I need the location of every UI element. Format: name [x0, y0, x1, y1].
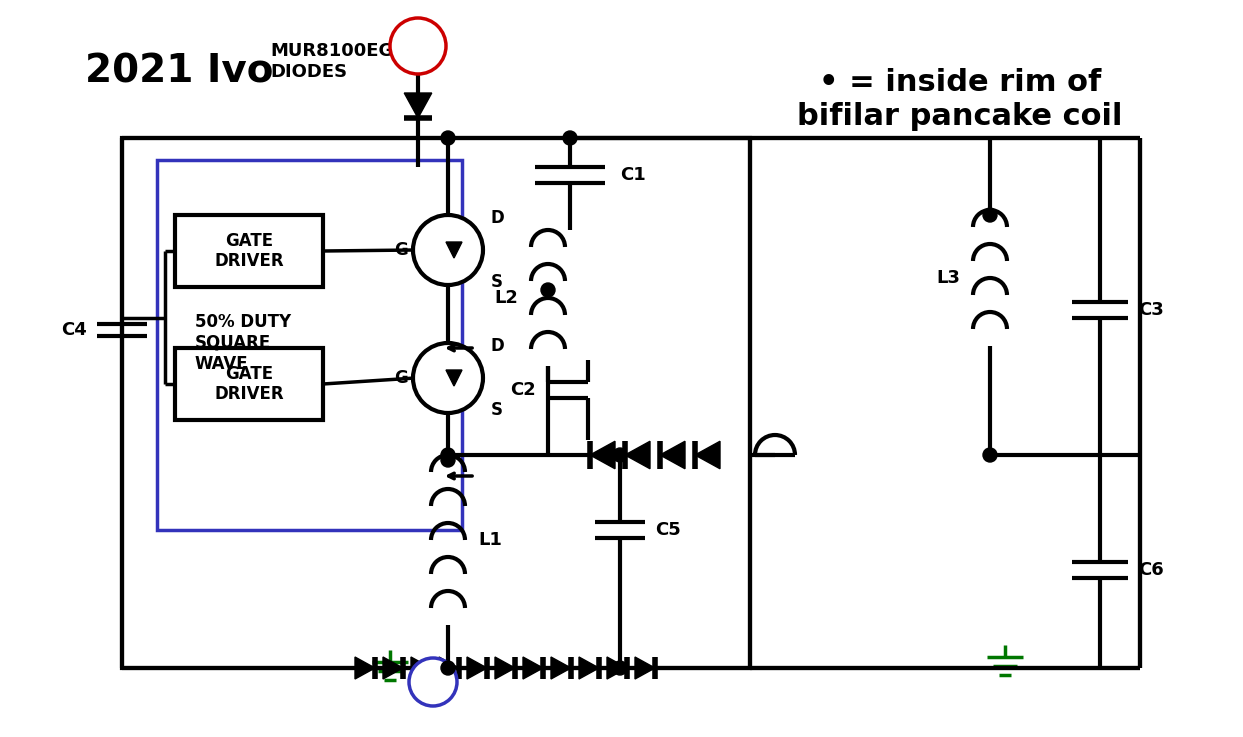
- Polygon shape: [446, 370, 462, 386]
- Polygon shape: [551, 657, 571, 679]
- Text: C4: C4: [61, 321, 87, 339]
- Polygon shape: [439, 657, 459, 679]
- Polygon shape: [355, 657, 375, 679]
- Polygon shape: [607, 657, 626, 679]
- Circle shape: [563, 131, 577, 145]
- Polygon shape: [467, 657, 487, 679]
- Text: 2021 Ivo: 2021 Ivo: [85, 52, 273, 90]
- Text: L3: L3: [936, 269, 960, 287]
- Circle shape: [413, 343, 484, 413]
- Circle shape: [613, 661, 626, 675]
- Polygon shape: [590, 441, 615, 469]
- Circle shape: [441, 448, 455, 462]
- Text: G: G: [394, 369, 408, 387]
- Text: GATE
DRIVER: GATE DRIVER: [214, 231, 283, 270]
- Circle shape: [441, 453, 455, 467]
- Text: L2: L2: [495, 289, 518, 307]
- Text: MUR8100EG
DIODES: MUR8100EG DIODES: [270, 42, 393, 81]
- Text: S: S: [491, 273, 503, 291]
- Bar: [175, 215, 323, 287]
- Text: S: S: [491, 401, 503, 419]
- Polygon shape: [495, 657, 515, 679]
- Text: C3: C3: [1139, 301, 1163, 319]
- Text: L1: L1: [479, 531, 502, 549]
- Polygon shape: [404, 93, 431, 118]
- Text: C5: C5: [655, 521, 681, 539]
- Circle shape: [541, 283, 556, 297]
- Polygon shape: [523, 657, 543, 679]
- Text: 50% DUTY
SQUARE
WAVE: 50% DUTY SQUARE WAVE: [195, 313, 291, 373]
- Circle shape: [983, 208, 997, 222]
- Text: C2: C2: [510, 381, 536, 399]
- Text: C1: C1: [620, 166, 646, 184]
- Circle shape: [613, 448, 626, 462]
- Bar: [157, 160, 462, 530]
- Text: G: G: [394, 241, 408, 259]
- Polygon shape: [695, 441, 720, 469]
- Text: C6: C6: [1139, 561, 1163, 579]
- Bar: [175, 348, 323, 420]
- Polygon shape: [635, 657, 655, 679]
- Bar: [122, 138, 750, 668]
- Circle shape: [441, 661, 455, 675]
- Text: GATE
DRIVER: GATE DRIVER: [214, 365, 283, 403]
- Text: • = inside rim of
bifilar pancake coil: • = inside rim of bifilar pancake coil: [797, 68, 1122, 130]
- Circle shape: [390, 18, 446, 74]
- Polygon shape: [579, 657, 599, 679]
- Circle shape: [983, 448, 997, 462]
- Text: D: D: [491, 337, 505, 355]
- Text: V-: V-: [423, 673, 443, 691]
- Circle shape: [413, 215, 484, 285]
- Polygon shape: [660, 441, 685, 469]
- Polygon shape: [411, 657, 431, 679]
- Text: D: D: [491, 209, 505, 227]
- Polygon shape: [383, 657, 403, 679]
- Circle shape: [441, 131, 455, 145]
- Text: V+: V+: [403, 37, 434, 55]
- Polygon shape: [625, 441, 650, 469]
- Circle shape: [409, 658, 457, 706]
- Polygon shape: [446, 242, 462, 258]
